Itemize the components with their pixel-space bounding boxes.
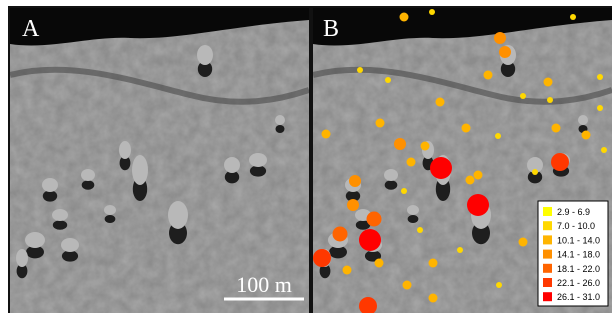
legend-swatch [543,292,552,301]
scale-label: 100 m [236,272,292,297]
legend-label: 26.1 - 31.0 [557,292,600,302]
boulder-marker [313,249,331,267]
figure: A B 100 m 2.9 - 6.9 7.0 - 10.0 10.1 - 14.0… [0,0,612,313]
boulder-marker [429,259,438,268]
boulder-shadow [276,125,285,133]
boulder-marker [429,9,435,15]
boulder-marker [570,14,576,20]
boulder-marker [394,138,406,150]
boulder-marker [462,124,471,133]
boulder [119,141,131,159]
boulder-shadow [53,220,67,230]
boulder-marker [400,13,409,22]
boulder [249,153,267,167]
boulder-shadow [250,165,266,176]
boulder-marker [496,282,502,288]
boulder-marker [322,130,331,139]
legend-label: 2.9 - 6.9 [557,207,590,217]
boulder-marker [474,171,483,180]
boulder-shadow [62,250,78,261]
boulder [224,157,240,173]
legend-label: 22.1 - 26.0 [557,278,600,288]
boulder-shadow [82,180,95,190]
boulder-marker [467,194,489,216]
boulder [81,169,95,181]
boulder-shadow [385,180,398,190]
boulder-marker [551,153,569,171]
boulder-marker [547,97,553,103]
boulder-marker [343,266,352,275]
boulder-marker [436,98,445,107]
boulder [132,155,148,185]
boulder-marker [519,238,528,247]
boulder-marker [582,131,591,140]
legend-swatch [543,250,552,259]
boulder-marker [347,199,359,211]
boulder-marker [417,227,423,233]
boulder-marker [532,169,538,175]
legend-swatch [543,264,552,273]
boulder [168,201,188,229]
boulder-marker [597,105,603,111]
panel-label: A [22,16,40,42]
boulder-marker [367,212,382,227]
boulder [384,169,398,181]
panel-label: B [323,16,339,42]
boulder-marker [375,259,384,268]
boulder-marker [401,188,407,194]
boulder-shadow [105,215,116,223]
legend-label: 18.1 - 22.0 [557,264,600,274]
boulder-marker [484,71,493,80]
boulder-marker [333,227,348,242]
boulder [275,115,285,125]
panel-a [10,8,309,313]
boulder [104,205,116,215]
boulder [42,178,58,192]
legend: 2.9 - 6.9 7.0 - 10.0 10.1 - 14.0 14.1 - 18.… [538,201,608,306]
legend-label: 7.0 - 10.0 [557,221,595,231]
boulder [407,205,419,215]
boulder-marker [357,67,363,73]
legend-swatch [543,235,552,244]
boulder-marker [499,46,511,58]
boulder-marker [421,142,430,151]
boulder-marker [457,247,463,253]
boulder-marker [495,133,501,139]
boulder-shadow [43,190,57,201]
boulder-marker [385,77,391,83]
legend-swatch [543,221,552,230]
boulder-marker [520,93,526,99]
legend-label: 14.1 - 18.0 [557,250,600,260]
boulder-marker [376,119,385,128]
boulder-marker [466,176,475,185]
boulder-marker [552,124,561,133]
boulder-marker [407,158,416,167]
boulder [61,238,79,252]
boulder-marker [601,147,607,153]
boulder-marker [359,229,381,251]
boulder-marker [349,175,361,187]
boulder [578,115,588,125]
boulder [52,209,68,221]
boulder-marker [494,32,506,44]
boulder-marker [597,74,603,80]
legend-swatch [543,207,552,216]
boulder [25,232,45,248]
boulder-marker [429,294,438,303]
legend-swatch [543,278,552,287]
boulder-shadow [408,215,419,223]
legend-label: 10.1 - 14.0 [557,235,600,245]
boulder-marker [403,281,412,290]
boulder-marker [430,157,452,179]
boulder [197,45,213,65]
boulder-marker [544,78,553,87]
boulder [16,249,28,267]
